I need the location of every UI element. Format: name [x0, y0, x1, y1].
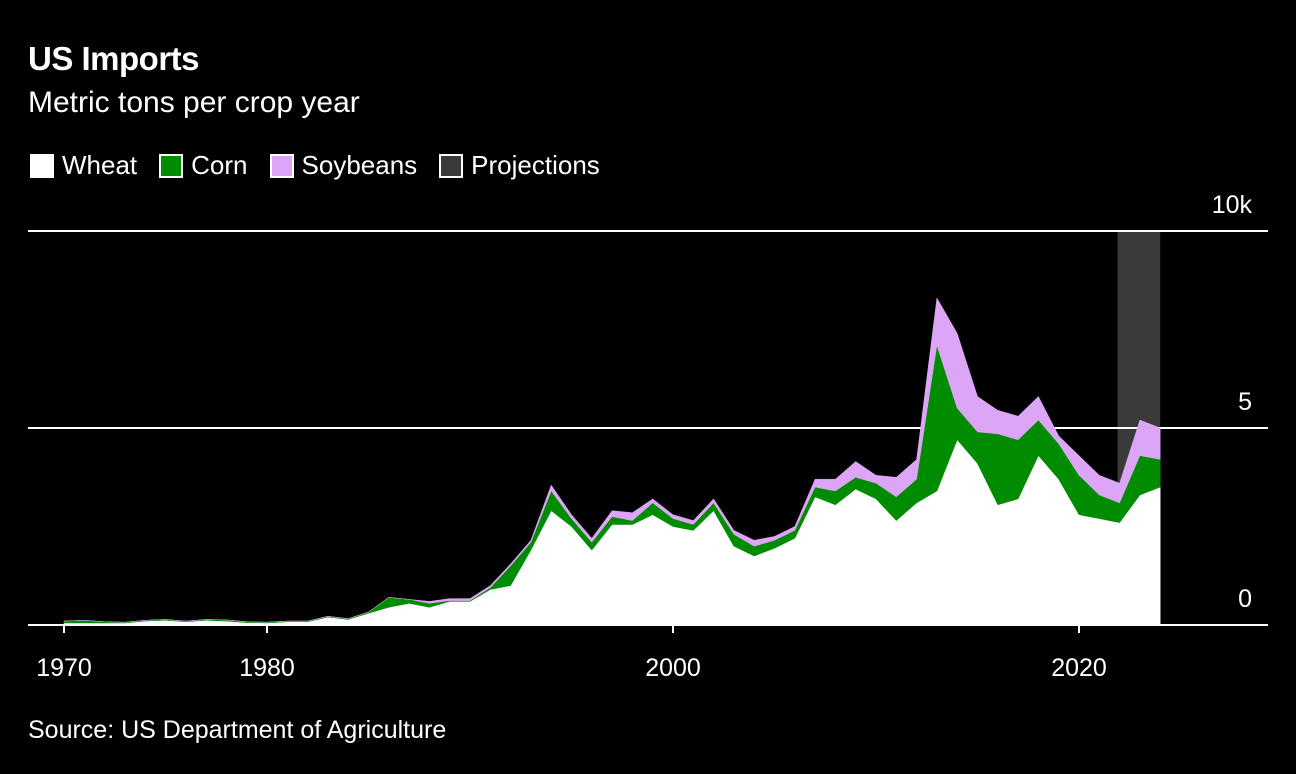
x-tick-label-2020: 2020 — [1051, 654, 1107, 682]
legend-swatch-corn — [159, 153, 184, 178]
chart-subtitle: Metric tons per crop year — [28, 86, 360, 119]
legend-label-soybeans: Soybeans — [301, 150, 418, 180]
x-tick-label-1970: 1970 — [36, 654, 92, 682]
legend-item-projections: Projections — [439, 150, 600, 181]
legend-swatch-soybeans — [269, 153, 294, 178]
source-note: Source: US Department of Agriculture — [28, 716, 447, 744]
legend: Wheat Corn Soybeans Projections — [30, 150, 600, 181]
legend-swatch-projections — [439, 153, 464, 178]
chart-title: US Imports — [28, 40, 200, 77]
legend-label-projections: Projections — [471, 150, 600, 180]
legend-item-soybeans: Soybeans — [269, 150, 418, 181]
y-tick-label-2: 10k — [1212, 191, 1253, 219]
legend-label-wheat: Wheat — [62, 150, 138, 180]
legend-swatch-wheat — [30, 153, 54, 178]
legend-item-wheat: Wheat — [30, 150, 137, 181]
legend-item-corn: Corn — [159, 150, 248, 181]
x-tick-label-1980: 1980 — [239, 654, 295, 682]
y-tick-label-0: 0 — [1238, 585, 1252, 613]
area-soybeans — [63, 297, 1161, 623]
legend-label-corn: Corn — [191, 150, 248, 180]
y-tick-label-1: 5 — [1238, 388, 1252, 416]
x-tick-label-2000: 2000 — [645, 654, 701, 682]
